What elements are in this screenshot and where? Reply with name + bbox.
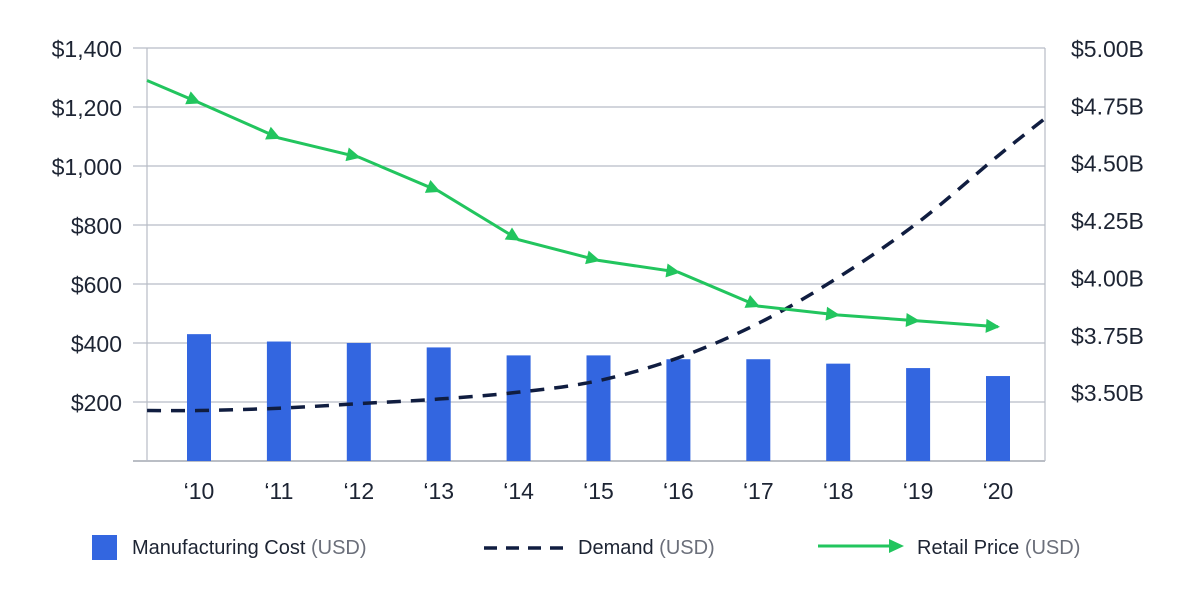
y-right-tick-label: $4.00B <box>1071 265 1144 291</box>
x-tick-label: ‘16 <box>663 478 694 504</box>
legend-item-demand: Demand (USD) <box>484 537 715 559</box>
x-tick-label: ‘15 <box>583 478 614 504</box>
y-right-tick-label: $4.25B <box>1071 208 1144 234</box>
retail-price-point <box>744 294 761 308</box>
bar <box>426 347 451 461</box>
y-left-tick-label: $1,200 <box>52 95 122 121</box>
legend-label-manufacturing-cost: Manufacturing Cost (USD) <box>132 537 367 559</box>
y-right-tick-label: $4.75B <box>1071 93 1144 119</box>
bar <box>586 355 611 461</box>
legend-swatch-manufacturing-cost <box>92 535 117 560</box>
bar <box>906 368 931 461</box>
retail-price-point <box>185 91 201 105</box>
retail-price-point <box>665 263 681 278</box>
bar <box>506 355 531 461</box>
y-left-tick-label: $200 <box>71 390 122 416</box>
retail-price-point <box>504 227 521 241</box>
retail-price-point <box>825 306 841 321</box>
legend-arrowhead-retail-price <box>889 539 904 553</box>
legend-label-retail-price: Retail Price (USD) <box>917 537 1080 559</box>
bar <box>666 359 691 461</box>
bar-series-manufacturing-cost <box>187 334 1010 461</box>
legend: Manufacturing Cost (USD) Demand (USD) Re… <box>92 535 1080 560</box>
retail-price-point <box>905 313 921 327</box>
x-tick-label: ‘19 <box>903 478 934 504</box>
y-left-tick-label: $600 <box>71 272 122 298</box>
y-left-tick-label: $1,400 <box>52 36 122 62</box>
legend-item-retail-price: Retail Price (USD) <box>818 537 1080 559</box>
legend-item-manufacturing-cost: Manufacturing Cost (USD) <box>92 535 367 560</box>
x-tick-label: ‘11 <box>264 478 293 504</box>
legend-label-demand: Demand (USD) <box>578 537 715 559</box>
bar <box>746 359 771 461</box>
x-tick-label: ‘18 <box>823 478 854 504</box>
y-right-tick-label: $4.50B <box>1071 151 1144 177</box>
retail-price-point <box>985 318 1000 333</box>
line-series-retail-price <box>146 79 1000 333</box>
y-left-tick-label: $1,000 <box>52 154 122 180</box>
y-right-tick-label: $3.75B <box>1071 323 1144 349</box>
retail-price-point <box>585 250 601 265</box>
bar <box>266 341 291 461</box>
x-tick-label: ‘14 <box>503 478 534 504</box>
x-tick-label: ‘10 <box>184 478 215 504</box>
x-tick-label: ‘20 <box>983 478 1014 504</box>
y-left-tick-label: $400 <box>71 331 122 357</box>
retail-price-point <box>345 147 361 162</box>
bar <box>187 334 211 461</box>
y-left-tick-label: $800 <box>71 213 122 239</box>
retail-price-point <box>424 179 441 193</box>
bar <box>986 376 1010 461</box>
y-right-tick-label: $5.00B <box>1071 36 1144 62</box>
bar <box>826 363 851 461</box>
retail-price-line <box>146 79 999 329</box>
x-tick-label: ‘13 <box>423 478 454 504</box>
retail-price-point <box>265 126 281 140</box>
x-tick-label: ‘12 <box>343 478 374 504</box>
x-tick-label: ‘17 <box>743 478 774 504</box>
y-right-tick-label: $3.50B <box>1071 380 1144 406</box>
tick-labels: $200 $400 $600 $800 $1,000 $1,200 $1,400 $3.50B… <box>52 36 1144 504</box>
